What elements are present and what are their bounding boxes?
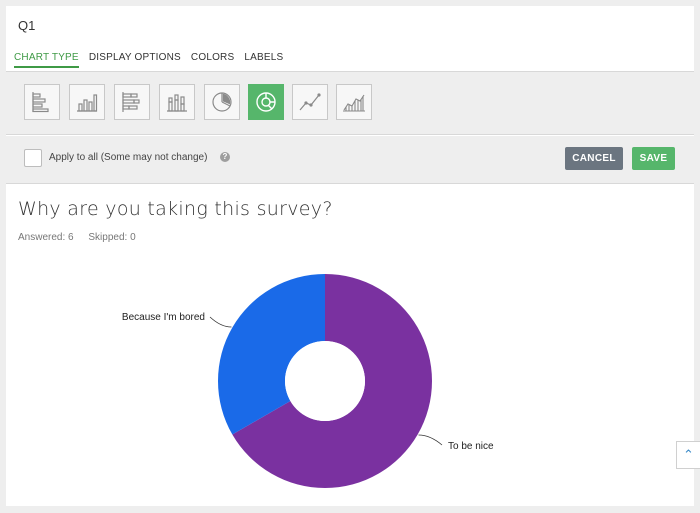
line-chart-button[interactable] bbox=[292, 84, 328, 120]
question-number: Q1 bbox=[18, 18, 36, 33]
tab-labels[interactable]: LABELS bbox=[244, 52, 284, 63]
stacked-horizontal-bar-chart-button[interactable] bbox=[114, 84, 150, 120]
response-stats: Answered: 6 Skipped: 0 bbox=[18, 232, 148, 243]
save-button[interactable]: SAVE bbox=[632, 147, 675, 170]
horizontal-bar-icon bbox=[32, 92, 49, 113]
tab-display-options[interactable]: DISPLAY OPTIONS bbox=[88, 52, 181, 63]
editor-tabs: CHART TYPE DISPLAY OPTIONS COLORS LABELS bbox=[14, 52, 283, 68]
horizontal-bar-chart-button[interactable] bbox=[24, 84, 60, 120]
cancel-button[interactable]: CANCEL bbox=[565, 147, 623, 170]
donut-slice-because-im-bored[interactable] bbox=[217, 274, 325, 435]
line-chart-icon bbox=[299, 93, 321, 111]
chevron-up-icon: ⌃ bbox=[683, 447, 694, 462]
apply-to-all-checkbox[interactable] bbox=[24, 149, 42, 167]
stacked-vertical-bar-chart-button[interactable] bbox=[159, 84, 195, 120]
answered-count: Answered: 6 bbox=[18, 232, 74, 243]
vertical-bar-icon bbox=[77, 94, 98, 112]
donut-slice-to-be-nice[interactable] bbox=[232, 274, 432, 488]
area-chart-button[interactable] bbox=[336, 84, 372, 120]
pie-chart-icon bbox=[212, 92, 232, 112]
donut-chart-icon bbox=[256, 92, 276, 112]
vertical-bar-chart-button[interactable] bbox=[69, 84, 105, 120]
scroll-top-button[interactable]: ⌃ bbox=[676, 441, 700, 469]
stacked-vertical-bar-icon bbox=[167, 94, 187, 112]
tab-colors[interactable]: COLORS bbox=[190, 52, 235, 63]
leader-line-because-im-bored bbox=[209, 316, 232, 328]
pie-chart-button[interactable] bbox=[204, 84, 240, 120]
donut-hole bbox=[285, 341, 365, 421]
leader-line-to-be-nice bbox=[418, 434, 443, 446]
stacked-horizontal-bar-icon bbox=[122, 92, 140, 112]
tab-chart-type[interactable]: CHART TYPE bbox=[14, 52, 79, 68]
chart-editor-panel: Q1 CHART TYPE DISPLAY OPTIONS COLORS LAB… bbox=[6, 6, 694, 506]
chart-type-selector bbox=[6, 71, 694, 135]
action-bar: Apply to all (Some may not change) ? CAN… bbox=[6, 136, 694, 184]
slice-label-because-im-bored: Because I'm bored bbox=[122, 312, 205, 323]
donut-chart-button[interactable] bbox=[248, 84, 284, 120]
help-icon[interactable]: ? bbox=[220, 152, 230, 162]
skipped-count: Skipped: 0 bbox=[88, 232, 136, 243]
apply-to-all-label: Apply to all (Some may not change) bbox=[49, 152, 208, 163]
donut-chart: Because I'm bored To be nice bbox=[122, 274, 494, 488]
area-chart-icon bbox=[343, 94, 365, 112]
slice-label-to-be-nice: To be nice bbox=[448, 441, 494, 452]
question-title: Why are you taking this survey? bbox=[18, 198, 333, 220]
